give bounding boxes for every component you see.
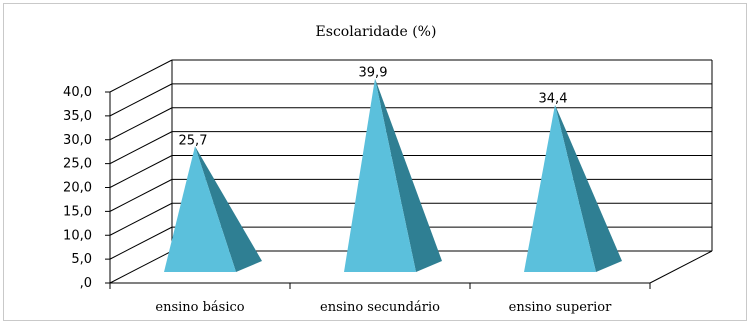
- side-gridline: [109, 250, 173, 284]
- pyramids: [164, 78, 622, 273]
- axes: [105, 60, 713, 289]
- side-gridline: [109, 83, 173, 117]
- side-gridline: [109, 131, 173, 165]
- y-tick-label: 25,0: [63, 157, 92, 172]
- data-label: 34,4: [539, 92, 568, 107]
- y-tick-label: 40,0: [63, 85, 92, 100]
- data-labels: 25,7 39,9 34,4: [179, 65, 568, 148]
- category-label: ensino secundário: [320, 300, 440, 315]
- category-label: ensino básico: [155, 300, 244, 315]
- y-tick-label: ,0: [80, 276, 92, 291]
- side-gridline: [109, 59, 173, 93]
- pyramid-front-face: [164, 146, 236, 272]
- grid: [109, 59, 712, 284]
- category-label: ensino superior: [509, 300, 612, 315]
- side-gridline: [109, 202, 173, 236]
- pyramid-side-face: [375, 78, 442, 272]
- y-tick-label: 10,0: [63, 228, 92, 243]
- pyramid: [524, 104, 622, 273]
- pyramid: [344, 78, 442, 272]
- side-gridline: [109, 226, 173, 260]
- pyramid-side-face: [195, 146, 262, 272]
- y-tick-label: 20,0: [63, 181, 92, 196]
- side-gridline: [109, 155, 173, 188]
- y-tick-label: 5,0: [71, 252, 92, 267]
- y-tick-labels: ,0 5,0 10,0 15,0 20,0 25,0 30,0 35,0 40,0: [63, 85, 92, 291]
- side-gridline: [109, 107, 173, 141]
- data-label: 39,9: [359, 65, 388, 80]
- floor-right-edge: [649, 250, 713, 284]
- y-tick-label: 15,0: [63, 204, 92, 219]
- side-gridline: [109, 178, 173, 212]
- y-tick-label: 35,0: [63, 109, 92, 124]
- pyramid: [164, 146, 262, 272]
- pyramid-front-face: [344, 78, 416, 272]
- pyramid-front-face: [524, 104, 596, 273]
- y-tick-label: 30,0: [63, 133, 92, 148]
- chart-title: Escolaridade (%): [316, 24, 437, 40]
- data-label: 25,7: [179, 133, 208, 148]
- pyramid-side-face: [555, 104, 622, 273]
- category-labels: ensino básico ensino secundário ensino sup…: [155, 300, 612, 315]
